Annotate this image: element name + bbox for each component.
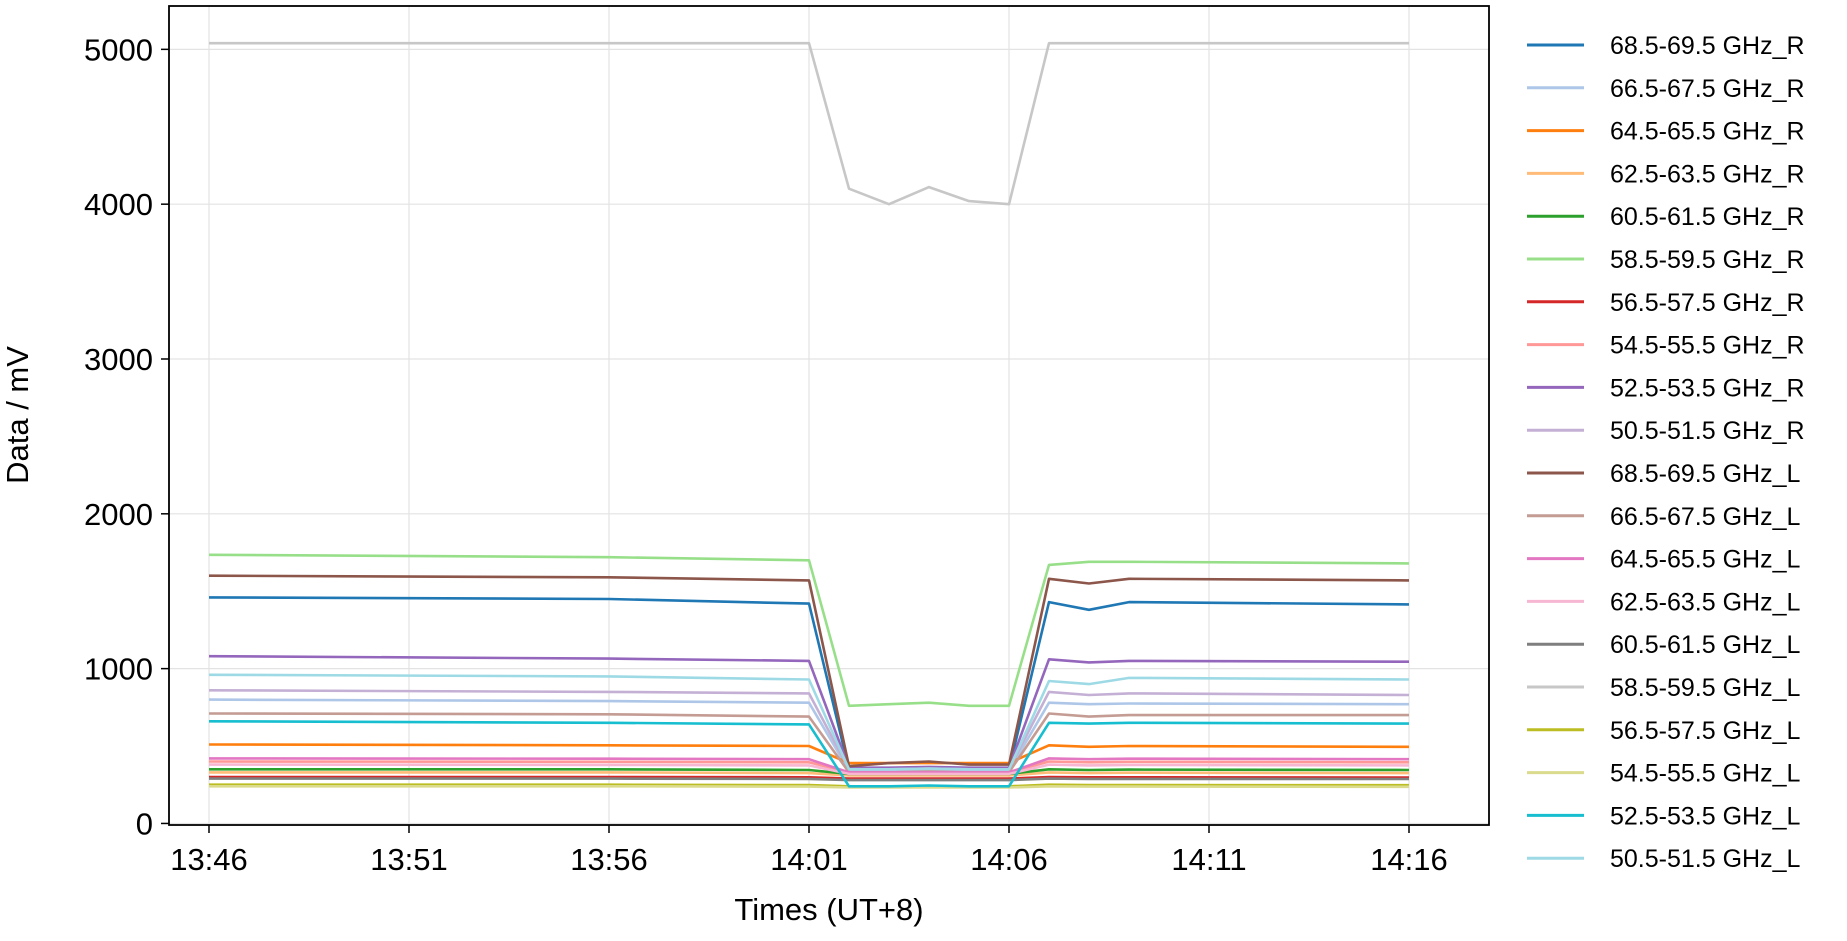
series-line <box>209 785 1410 789</box>
x-axis-label: Times (UT+8) <box>734 892 923 927</box>
legend-label: 60.5-61.5 GHz_L <box>1610 631 1800 659</box>
x-tick-label: 14:06 <box>970 842 1048 877</box>
y-tick-label: 3000 <box>84 342 153 377</box>
series-line <box>208 574 1410 768</box>
series-line <box>209 771 1410 777</box>
legend-label: 62.5-63.5 GHz_L <box>1610 588 1800 616</box>
series-line <box>208 553 1410 708</box>
legend-label: 66.5-67.5 GHz_L <box>1610 503 1800 531</box>
legend-label: 58.5-59.5 GHz_L <box>1610 674 1800 702</box>
legend-label: 60.5-61.5 GHz_R <box>1610 203 1805 231</box>
y-tick-label: 2000 <box>84 497 153 532</box>
legend-label: 52.5-53.5 GHz_L <box>1610 802 1800 830</box>
x-tick-label: 14:16 <box>1370 842 1448 877</box>
legend-label: 62.5-63.5 GHz_R <box>1610 160 1805 188</box>
series-line <box>209 775 1410 780</box>
x-tick-label: 13:46 <box>170 842 248 877</box>
y-tick-label: 5000 <box>84 32 153 67</box>
series-line <box>208 698 1410 773</box>
series-line <box>209 41 1409 206</box>
y-tick-label: 1000 <box>84 652 153 687</box>
plot-frame <box>168 5 1490 826</box>
legend-label: 50.5-51.5 GHz_R <box>1610 417 1805 445</box>
legend-label: 52.5-53.5 GHz_R <box>1610 374 1805 402</box>
legend-label: 64.5-65.5 GHz_R <box>1610 118 1805 146</box>
legend-label: 68.5-69.5 GHz_L <box>1610 460 1800 488</box>
legend-label: 58.5-59.5 GHz_R <box>1610 246 1805 274</box>
series-line <box>208 763 1410 776</box>
x-tick-label: 14:01 <box>770 842 848 877</box>
series-line <box>208 673 1410 771</box>
y-tick-label: 0 <box>136 806 153 841</box>
legend-label: 66.5-67.5 GHz_R <box>1610 75 1805 103</box>
series-line <box>208 757 1410 774</box>
x-tick-label: 13:56 <box>570 842 648 877</box>
y-tick-label: 4000 <box>84 187 153 222</box>
series-line <box>209 777 1410 782</box>
series-line <box>208 720 1410 788</box>
legend-label: 54.5-55.5 GHz_R <box>1610 332 1805 360</box>
legend-label: 68.5-69.5 GHz_R <box>1610 32 1805 60</box>
legend-label: 54.5-55.5 GHz_L <box>1610 760 1800 788</box>
legend-label: 56.5-57.5 GHz_L <box>1610 717 1800 745</box>
legend-label: 56.5-57.5 GHz_R <box>1610 289 1805 317</box>
legend-label: 50.5-51.5 GHz_L <box>1610 845 1800 873</box>
series-line <box>208 654 1410 769</box>
legend-label: 64.5-65.5 GHz_L <box>1610 546 1800 574</box>
y-axis-label: Data / mV <box>0 346 35 484</box>
x-tick-label: 14:11 <box>1171 842 1246 877</box>
x-tick-label: 13:51 <box>370 842 448 877</box>
